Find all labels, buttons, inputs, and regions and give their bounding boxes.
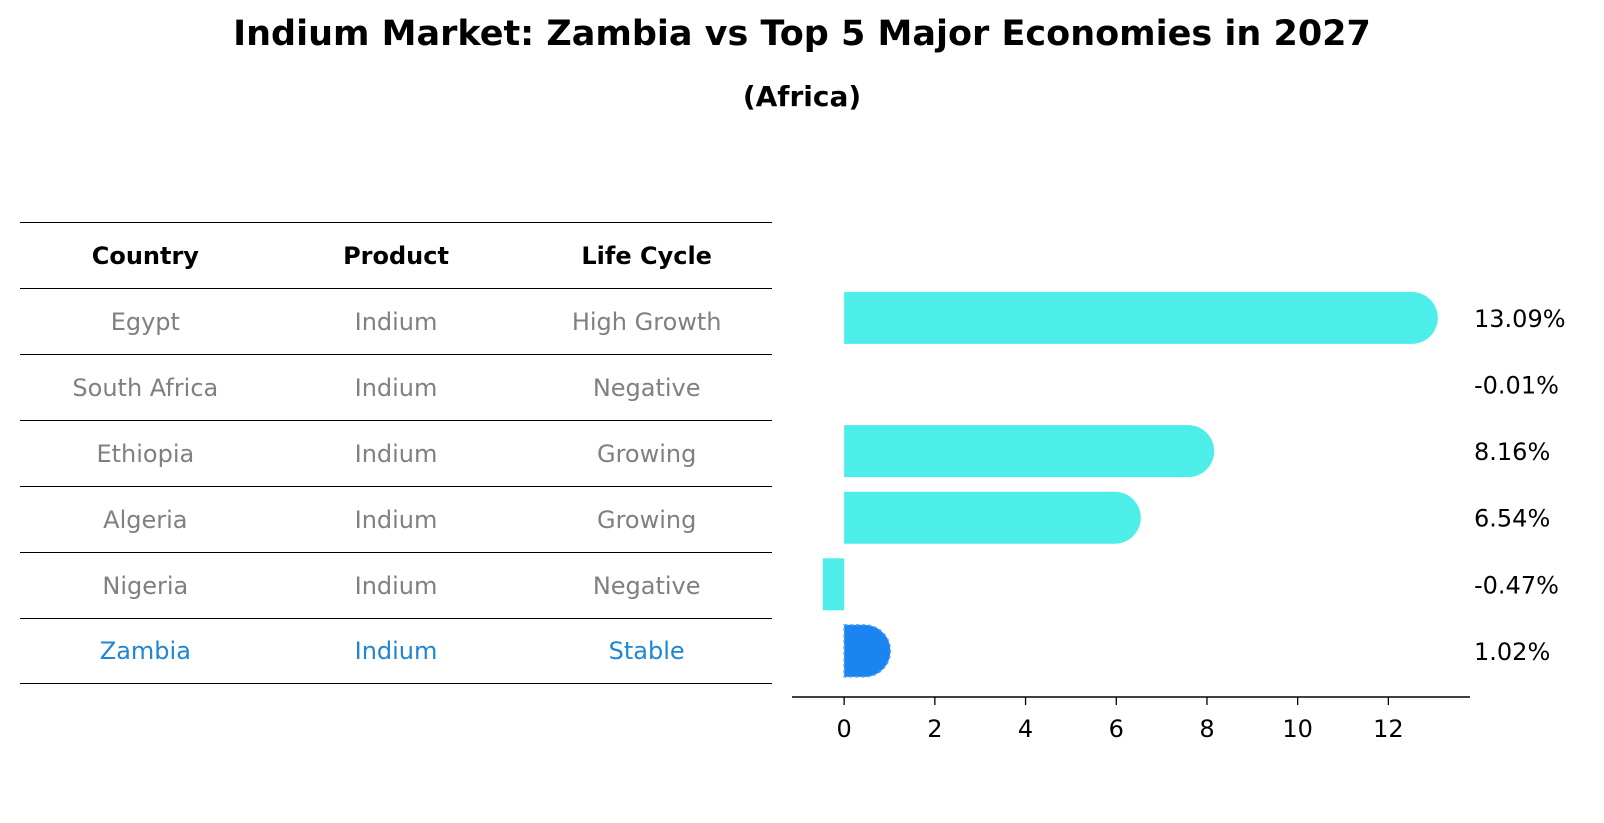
table-header-row: Country Product Life Cycle <box>20 222 772 288</box>
value-label: -0.01% <box>1474 372 1559 400</box>
bar <box>844 491 1141 544</box>
bar <box>844 291 1438 344</box>
table-row: Ethiopia Indium Growing <box>20 420 772 486</box>
life-cycle-cell: Growing <box>596 505 697 534</box>
table-row: Egypt Indium High Growth <box>20 288 772 354</box>
life-cycle-cell: Stable <box>608 637 685 665</box>
product-cell: Indium <box>354 571 438 600</box>
life-cycle-cell: Negative <box>592 373 701 402</box>
country-cell: Egypt <box>110 307 180 336</box>
chart-subtitle: (Africa) <box>742 80 862 113</box>
life-cycle-cell: Growing <box>596 439 697 468</box>
x-tick-label: 4 <box>1018 715 1033 743</box>
x-tick-label: 2 <box>927 715 942 743</box>
value-label: 1.02% <box>1474 638 1550 666</box>
x-tick-label: 10 <box>1282 715 1313 743</box>
x-tick-label: 6 <box>1109 715 1124 743</box>
value-label: 8.16% <box>1474 438 1550 466</box>
product-cell: Indium <box>354 637 438 665</box>
value-label: 13.09% <box>1474 305 1566 333</box>
product-cell: Indium <box>354 439 438 468</box>
country-cell: Ethiopia <box>96 439 195 468</box>
value-label: 6.54% <box>1474 505 1550 533</box>
bar <box>844 425 1215 478</box>
bar <box>822 558 845 611</box>
column-header-country: Country <box>91 241 199 270</box>
column-header-product: Product <box>343 241 449 270</box>
column-header-life-cycle: Life Cycle <box>581 241 712 270</box>
product-cell: Indium <box>354 373 438 402</box>
product-cell: Indium <box>354 307 438 336</box>
x-tick-label: 8 <box>1199 715 1214 743</box>
country-cell: South Africa <box>72 373 219 402</box>
data-table: Country Product Life Cycle Egypt Indium … <box>20 222 772 684</box>
x-tick-label: 12 <box>1373 715 1404 743</box>
table-row-highlighted: Zambia Indium Stable <box>20 618 772 684</box>
country-cell: Zambia <box>99 637 191 665</box>
chart-title: Indium Market: Zambia vs Top 5 Major Eco… <box>233 14 1371 54</box>
life-cycle-cell: Negative <box>592 571 701 600</box>
table-row: South Africa Indium Negative <box>20 354 772 420</box>
x-tick-label: 0 <box>837 715 852 743</box>
product-cell: Indium <box>354 505 438 534</box>
value-label: -0.47% <box>1474 571 1559 599</box>
country-cell: Nigeria <box>102 571 189 600</box>
life-cycle-cell: High Growth <box>571 307 722 336</box>
table-row: Nigeria Indium Negative <box>20 552 772 618</box>
country-cell: Algeria <box>103 505 188 534</box>
table-row: Algeria Indium Growing <box>20 486 772 552</box>
bar <box>843 624 892 678</box>
